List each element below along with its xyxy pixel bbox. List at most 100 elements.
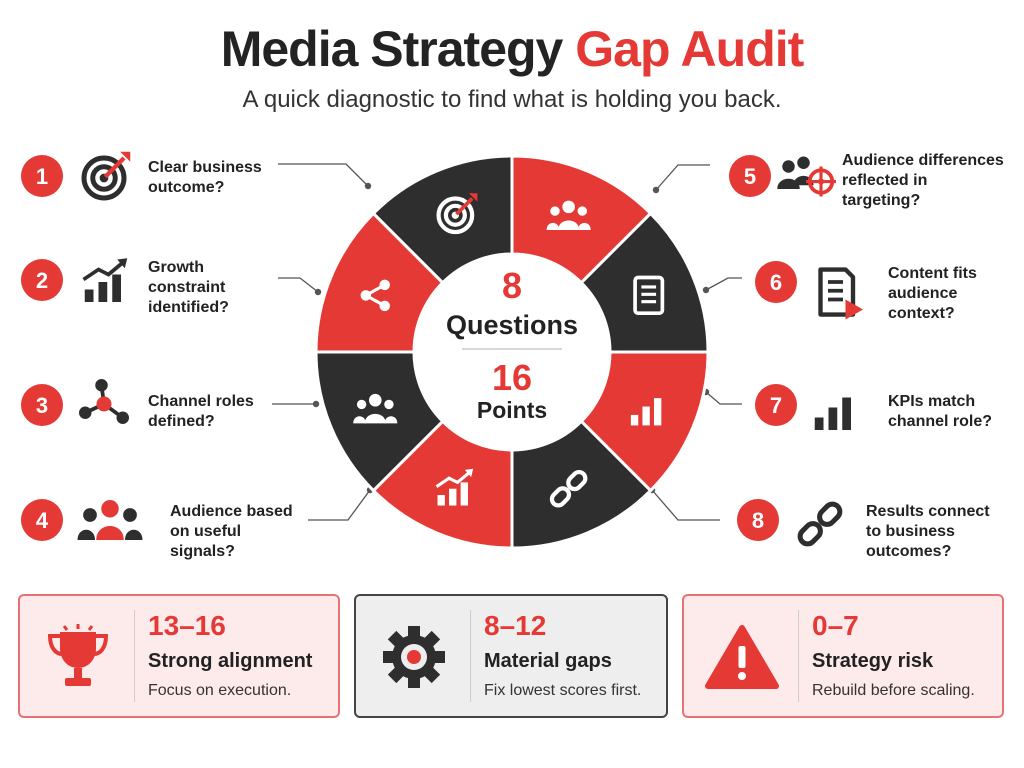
network-icon xyxy=(79,379,129,424)
question-badge-7: 7 xyxy=(755,384,797,426)
score-range: 13–16 xyxy=(148,610,226,641)
score-label: Material gaps xyxy=(484,650,612,672)
score-card-gaps: 8–12 Material gaps Fix lowest scores fir… xyxy=(354,594,668,718)
question-line: identified? xyxy=(148,299,229,316)
connector-7 xyxy=(705,391,742,405)
question-line: signals? xyxy=(170,543,235,560)
connector-6 xyxy=(705,277,742,291)
connector-5 xyxy=(655,164,710,191)
question-5-text: Audience differences reflected in targetin… xyxy=(842,151,1004,211)
score-description: Rebuild before scaling. xyxy=(812,682,975,699)
trophy-icon xyxy=(38,622,118,692)
document-icon xyxy=(633,275,665,316)
question-line: constraint xyxy=(148,279,226,296)
ring-center xyxy=(414,254,610,450)
score-range: 0–7 xyxy=(812,610,859,641)
question-number: 5 xyxy=(744,164,756,189)
question-number: 4 xyxy=(36,508,49,533)
question-line: audience xyxy=(888,285,958,302)
score-card-strong: 13–16 Strong alignment Focus on executio… xyxy=(18,594,340,718)
question-number: 1 xyxy=(36,164,48,189)
question-line: context? xyxy=(888,305,955,322)
question-3-text: Channel roles defined? xyxy=(148,392,254,432)
points-count: 16 xyxy=(492,357,532,398)
question-line: channel role? xyxy=(888,413,993,430)
questions-layer: 1 2 3 4 5 6 7 8 xyxy=(21,151,863,547)
question-line: outcomes? xyxy=(866,543,952,560)
connector-8 xyxy=(651,489,720,521)
title-part-2: Gap Audit xyxy=(575,21,804,77)
connector-dot xyxy=(364,182,372,190)
question-line: outcome? xyxy=(148,179,225,196)
warning-icon xyxy=(702,622,782,692)
people-icon xyxy=(353,393,398,424)
connector-dot xyxy=(312,400,320,408)
question-number: 3 xyxy=(36,393,48,418)
connector-dot xyxy=(652,186,660,194)
connector-dot xyxy=(702,286,710,294)
score-description: Focus on execution. xyxy=(148,682,292,699)
question-line: Results connect xyxy=(866,503,990,520)
connector-4 xyxy=(308,489,371,521)
question-6-text: Content fits audience context? xyxy=(888,264,977,324)
question-line: reflected in xyxy=(842,172,928,189)
score-card-risk: 0–7 Strategy risk Rebuild before scaling… xyxy=(682,594,1004,718)
question-line: targeting? xyxy=(842,192,921,209)
question-line: defined? xyxy=(148,413,215,430)
question-8-text: Results connect to business outcomes? xyxy=(866,502,990,562)
connector-2 xyxy=(278,277,319,293)
points-label: Points xyxy=(477,397,547,423)
question-4-text: Audience based on useful signals? xyxy=(170,502,293,562)
question-7-text: KPIs match channel role? xyxy=(888,392,992,432)
score-description: Fix lowest scores first. xyxy=(484,682,642,699)
question-line: Audience differences xyxy=(842,152,1004,169)
question-ring xyxy=(314,154,710,550)
question-badge-3: 3 xyxy=(21,384,63,426)
gear-icon xyxy=(374,622,454,692)
link-icon xyxy=(797,501,843,547)
question-line: Content fits xyxy=(888,265,977,282)
question-line: KPIs match xyxy=(888,393,976,410)
question-2-text: Growth constraint identified? xyxy=(148,258,229,318)
question-number: 7 xyxy=(770,393,782,418)
question-badge-5: 5 xyxy=(729,155,771,197)
question-badge-6: 6 xyxy=(755,261,797,303)
score-range: 8–12 xyxy=(484,610,547,641)
question-badge-1: 1 xyxy=(21,155,63,197)
question-number: 6 xyxy=(770,270,782,295)
audit-diagram: 8 Questions 16 Points 1 2 3 4 5 6 7 8 xyxy=(21,151,863,550)
score-label: Strong alignment xyxy=(148,650,313,672)
questions-count: 8 xyxy=(502,265,522,306)
audience-target-icon xyxy=(777,156,836,197)
questions-label: Questions xyxy=(446,310,578,340)
question-number: 2 xyxy=(36,268,48,293)
question-badge-4: 4 xyxy=(21,499,63,541)
question-line: Audience based xyxy=(170,503,293,520)
score-label: Strategy risk xyxy=(812,650,934,672)
audience-icon xyxy=(77,500,143,540)
target-icon xyxy=(436,193,478,235)
question-badge-2: 2 xyxy=(21,259,63,301)
target-icon xyxy=(81,151,131,201)
question-line: to business xyxy=(866,523,955,540)
share-icon xyxy=(360,279,390,312)
bar-chart-icon xyxy=(814,397,851,430)
connector-1 xyxy=(278,163,369,187)
question-line: Growth xyxy=(148,259,204,276)
question-line: on useful xyxy=(170,523,242,540)
question-1-text: Clear business outcome? xyxy=(148,158,262,198)
title-part-1: Media Strategy xyxy=(220,21,564,77)
question-line: Channel roles xyxy=(148,393,254,410)
page-subtitle: A quick diagnostic to find what is holdi… xyxy=(242,86,782,113)
content-video-icon xyxy=(818,267,863,320)
connector-dot xyxy=(314,288,322,296)
link-icon xyxy=(549,469,588,508)
connector-lines xyxy=(272,163,742,521)
page-title: Media Strategy Gap Audit xyxy=(0,20,1024,78)
question-number: 8 xyxy=(752,508,764,533)
question-badge-8: 8 xyxy=(737,499,779,541)
bar-chart-icon xyxy=(630,398,662,426)
growth-chart-icon xyxy=(435,468,474,506)
question-line: Clear business xyxy=(148,159,262,176)
growth-chart-icon xyxy=(82,258,128,302)
